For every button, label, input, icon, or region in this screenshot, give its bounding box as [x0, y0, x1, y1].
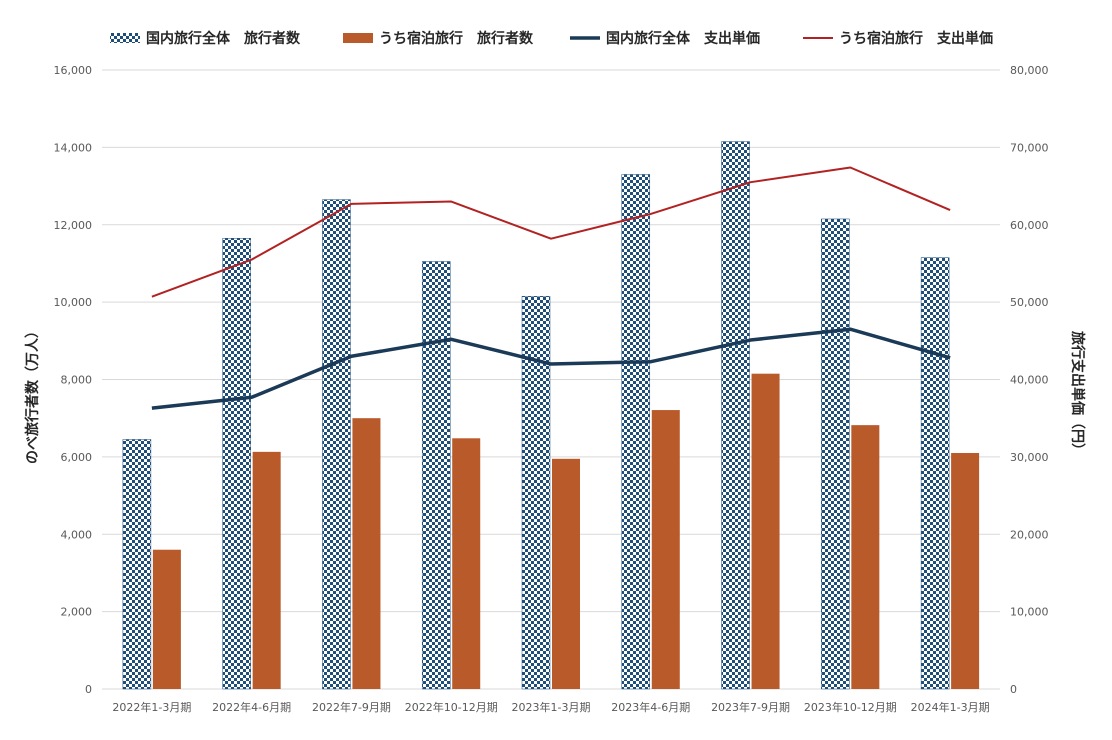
y-tick-label: 10,000: [54, 296, 93, 309]
bar-overnight-travelers: [352, 418, 381, 689]
y-tick-label: 16,000: [54, 64, 93, 77]
bar-overnight-travelers: [552, 458, 580, 689]
bar-overnight-travelers: [851, 425, 880, 689]
bar-all-travelers: [322, 199, 351, 690]
x-tick-label: 2022年4-6月期: [212, 700, 291, 714]
y-tick-label: 14,000: [54, 141, 93, 154]
y2-tick-label: 50,000: [1010, 296, 1049, 309]
y2-tick-label: 30,000: [1010, 451, 1049, 464]
legend-item: うち宿泊旅行 支出単価: [803, 30, 993, 47]
x-tick-label: 2023年7-9月期: [711, 700, 790, 714]
bar-overnight-travelers: [651, 410, 680, 689]
x-tick-label: 2022年1-3月期: [112, 700, 191, 714]
bar-all-travelers: [222, 238, 251, 690]
y-tick-label: 4,000: [61, 528, 93, 541]
legend-label: うち宿泊旅行 支出単価: [839, 30, 993, 47]
axes: 0 2,000 4,000 6,000 8,000 10,000 12,000 14,000 1…: [54, 64, 1049, 714]
x-tick-label: 2022年10-12月期: [405, 700, 498, 714]
y2-tick-label: 10,000: [1010, 606, 1049, 619]
bar-all-travelers: [821, 218, 850, 690]
y2-tick-label: 40,000: [1010, 374, 1049, 387]
bar-all-travelers: [920, 257, 950, 690]
legend-label: 国内旅行全体 支出単価: [606, 30, 760, 47]
bar-overnight-travelers: [452, 438, 481, 689]
x-tick-label: 2023年4-6月期: [611, 700, 690, 714]
bar-all-travelers: [421, 261, 451, 690]
bar-overnight-travelers: [152, 549, 181, 689]
y-tick-label: 0: [85, 683, 92, 696]
y-tick-label: 8,000: [61, 374, 93, 387]
bar-all-travelers: [621, 174, 651, 690]
bar-overnight-travelers: [751, 373, 780, 689]
bar-overnight-travelers: [252, 451, 281, 689]
x-tick-label: 2023年10-12月期: [804, 700, 897, 714]
lines: [151, 166, 951, 410]
y-axis-title: のべ旅行者数（万人）: [24, 324, 41, 464]
y2-tick-label: 80,000: [1010, 64, 1049, 77]
x-tick-label: 2024年1-3月期: [911, 700, 990, 714]
bars: [122, 141, 980, 690]
legend-swatch: [110, 33, 140, 43]
legend-item: うち宿泊旅行 旅行者数: [343, 30, 534, 47]
y-tick-label: 12,000: [54, 219, 93, 232]
legend-swatch: [343, 33, 373, 43]
bar-all-travelers: [521, 296, 551, 690]
y2-tick-label: 0: [1010, 683, 1017, 696]
legend-label: うち宿泊旅行 旅行者数: [379, 30, 534, 47]
bar-overnight-travelers: [951, 453, 980, 689]
legend: 国内旅行全体 旅行者数 うち宿泊旅行 旅行者数 国内旅行全体 支出単価 うち宿泊旅行 …: [110, 30, 993, 47]
gridlines: [102, 69, 1000, 690]
legend-label: 国内旅行全体 旅行者数: [146, 30, 301, 47]
legend-item: 国内旅行全体 支出単価: [570, 30, 760, 47]
y2-axis-title: 旅行支出単価（円）: [1069, 331, 1086, 457]
y-tick-label: 6,000: [61, 451, 93, 464]
bar-all-travelers: [721, 141, 750, 690]
x-tick-label: 2022年7-9月期: [312, 700, 391, 714]
y-tick-label: 2,000: [61, 606, 93, 619]
y2-tick-label: 20,000: [1010, 528, 1049, 541]
y2-tick-label: 70,000: [1010, 141, 1049, 154]
legend-item: 国内旅行全体 旅行者数: [110, 30, 301, 47]
x-tick-label: 2023年1-3月期: [512, 700, 591, 714]
bar-all-travelers: [122, 439, 152, 690]
y2-tick-label: 60,000: [1010, 219, 1049, 232]
